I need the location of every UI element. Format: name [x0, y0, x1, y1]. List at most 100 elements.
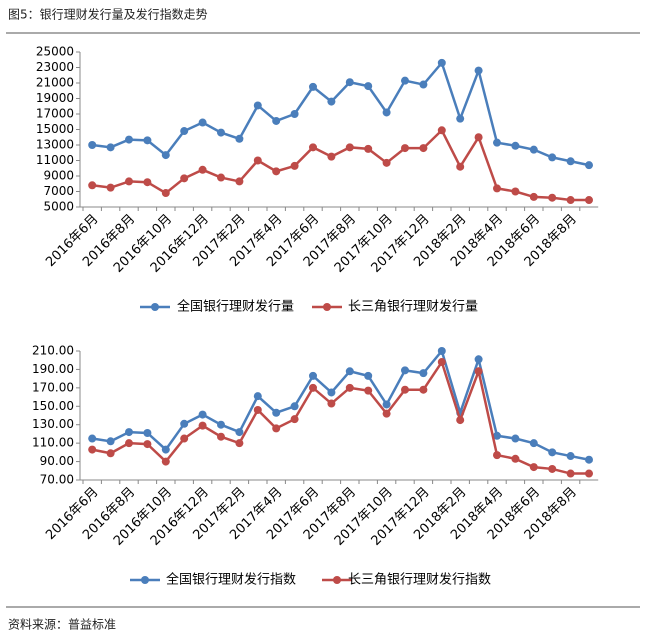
- y-tick-label: 21000: [36, 76, 74, 90]
- legend-marker: [141, 576, 149, 584]
- series-marker: [364, 82, 373, 91]
- y-tick-label: 17000: [36, 107, 74, 121]
- series-marker: [253, 392, 262, 401]
- series-marker: [456, 162, 465, 171]
- series-marker: [309, 383, 317, 392]
- series-marker: [585, 469, 593, 478]
- series-marker: [161, 457, 170, 466]
- series-marker: [88, 141, 97, 149]
- series-marker: [272, 424, 281, 433]
- series-marker: [548, 153, 557, 162]
- series-marker: [180, 434, 189, 443]
- y-tick-label: 23000: [36, 60, 74, 74]
- y-tick-label: 130.00: [32, 417, 74, 431]
- series-marker: [382, 400, 391, 409]
- series-marker: [309, 82, 317, 91]
- series-marker: [566, 196, 575, 205]
- legend-label: 全国银行理财发行指数: [166, 572, 296, 588]
- series-marker: [290, 161, 299, 170]
- series-marker: [143, 440, 152, 449]
- series-marker: [253, 101, 262, 110]
- series-marker: [511, 187, 520, 196]
- series-marker: [529, 145, 538, 154]
- series-marker: [327, 97, 336, 106]
- series-marker: [585, 455, 593, 464]
- series-marker: [511, 141, 520, 150]
- y-tick-label: 90.00: [40, 454, 74, 468]
- series-marker: [272, 408, 281, 417]
- figure-title: 图5：银行理财发行量及发行指数走势: [8, 7, 208, 22]
- series-marker: [327, 152, 336, 161]
- series-marker: [585, 161, 593, 170]
- series-marker: [401, 366, 409, 375]
- series-marker: [345, 367, 354, 376]
- series-marker: [382, 158, 391, 167]
- series-marker: [253, 156, 262, 165]
- y-tick-label: 7000: [43, 184, 74, 198]
- legend-label: 长三角银行理财发行量: [348, 299, 478, 315]
- series-marker: [437, 347, 446, 355]
- series-marker: [401, 76, 409, 85]
- series-marker: [125, 177, 133, 186]
- series-marker: [566, 157, 575, 166]
- series-marker: [437, 126, 446, 135]
- series-marker: [566, 452, 575, 461]
- y-tick-label: 210.00: [32, 344, 74, 358]
- series-marker: [419, 80, 428, 89]
- series-marker: [290, 110, 299, 118]
- series-marker: [125, 135, 133, 144]
- y-tick-label: 70.00: [40, 473, 74, 487]
- series-marker: [161, 189, 170, 198]
- series-marker: [253, 405, 262, 414]
- series-marker: [217, 128, 225, 137]
- series-marker: [198, 118, 207, 127]
- series-marker: [529, 192, 538, 201]
- series-marker: [180, 127, 189, 136]
- series-marker: [456, 416, 465, 425]
- series-marker: [493, 184, 501, 193]
- series-marker: [161, 445, 170, 454]
- y-tick-label: 9000: [43, 169, 74, 183]
- legend-marker: [333, 576, 341, 584]
- series-marker: [529, 463, 538, 472]
- source-note: 资料来源：普益标准: [8, 618, 116, 632]
- series-marker: [327, 399, 336, 408]
- series-marker: [548, 464, 557, 473]
- legend-label: 长三角银行理财发行指数: [348, 572, 491, 588]
- series-line: [91, 359, 589, 475]
- series-marker: [345, 78, 354, 87]
- series-marker: [566, 469, 575, 478]
- series-marker: [585, 196, 593, 205]
- series-marker: [419, 144, 428, 153]
- y-tick-label: 170.00: [32, 380, 74, 394]
- series-marker: [143, 136, 152, 145]
- series-marker: [456, 114, 465, 123]
- legend-marker: [323, 303, 331, 311]
- series-marker: [474, 355, 483, 364]
- y-tick-label: 25000: [36, 45, 74, 59]
- series-marker: [143, 429, 152, 438]
- series-marker: [345, 383, 354, 392]
- series-marker: [198, 421, 207, 430]
- series-marker: [272, 116, 281, 125]
- series-marker: [143, 178, 152, 187]
- series-marker: [125, 439, 133, 448]
- series-marker: [88, 181, 97, 190]
- series-marker: [474, 133, 483, 142]
- series-marker: [437, 358, 446, 367]
- y-tick-label: 11000: [36, 153, 74, 167]
- series-marker: [401, 144, 409, 153]
- series-marker: [290, 402, 299, 411]
- y-tick-label: 13000: [36, 138, 74, 152]
- series-marker: [88, 445, 97, 454]
- series-marker: [180, 174, 189, 183]
- series-marker: [217, 432, 225, 441]
- series-marker: [217, 173, 225, 182]
- series-marker: [217, 420, 225, 429]
- y-tick-label: 190.00: [32, 362, 74, 376]
- series-marker: [364, 371, 373, 380]
- series-marker: [235, 428, 244, 437]
- y-tick-label: 150.00: [32, 399, 74, 413]
- series-marker: [106, 449, 115, 458]
